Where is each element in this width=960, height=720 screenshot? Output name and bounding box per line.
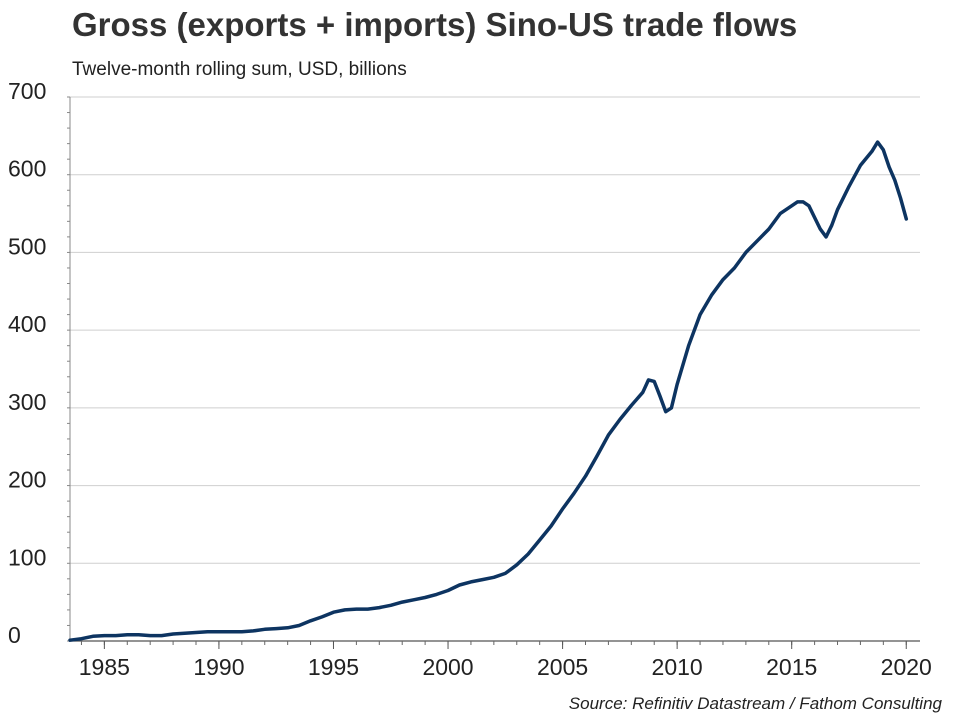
y-axis-ticks: 0 100 200 300 400 500 600 700 xyxy=(8,78,46,648)
x-tick-label: 2000 xyxy=(422,654,473,680)
y-tick-label: 400 xyxy=(8,311,46,337)
x-tick-label: 2005 xyxy=(537,654,588,680)
y-tick-label: 500 xyxy=(8,233,46,259)
x-tick-label: 1995 xyxy=(308,654,359,680)
x-tick-label: 2010 xyxy=(652,654,703,680)
chart-title: Gross (exports + imports) Sino-US trade … xyxy=(72,6,798,43)
y-tick-label: 0 xyxy=(8,622,21,648)
x-tick-label: 1990 xyxy=(193,654,244,680)
y-tick-label: 100 xyxy=(8,544,46,570)
y-tick-label: 700 xyxy=(8,78,46,104)
y-tick-label: 600 xyxy=(8,156,46,182)
axes xyxy=(67,96,920,649)
x-tick-label: 1985 xyxy=(79,654,130,680)
y-tick-label: 200 xyxy=(8,467,46,493)
x-tick-label: 2020 xyxy=(881,654,932,680)
y-tick-label: 300 xyxy=(8,389,46,415)
x-tick-label: 2015 xyxy=(766,654,817,680)
chart-subtitle: Twelve-month rolling sum, USD, billions xyxy=(72,59,407,80)
series-line xyxy=(68,140,909,642)
source-note: Source: Refinitiv Datastream / Fathom Co… xyxy=(568,694,942,713)
gridlines xyxy=(70,96,920,564)
x-axis-ticks: 1985 1990 1995 2000 2005 2010 2015 2020 xyxy=(79,654,932,680)
